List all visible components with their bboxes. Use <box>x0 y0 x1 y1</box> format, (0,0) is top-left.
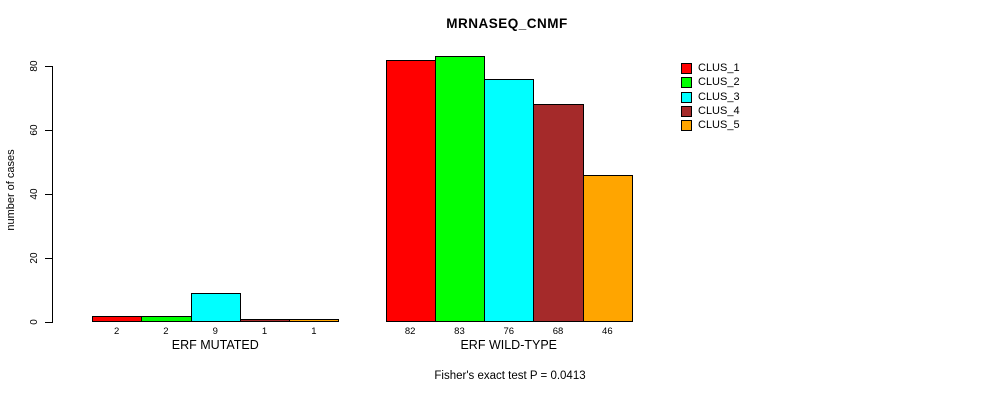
bar-value-label: 2 <box>163 326 169 337</box>
legend-label: CLUS_3 <box>698 90 740 103</box>
y-tick-label: 60 <box>28 124 40 136</box>
legend-swatch <box>681 105 692 117</box>
legend-swatch <box>681 91 692 103</box>
legend-label: CLUS_4 <box>698 104 740 117</box>
y-tick <box>45 194 52 195</box>
y-tick-label: 0 <box>28 319 40 325</box>
group-label: ERF MUTATED <box>171 338 259 352</box>
bar <box>385 60 436 322</box>
bar-value-label: 9 <box>212 326 218 337</box>
y-axis-label: number of cases <box>5 149 17 231</box>
chart-title: MRNASEQ_CNMF <box>446 16 568 31</box>
y-tick <box>45 322 52 323</box>
y-axis-line <box>52 66 53 323</box>
group-label: ERF WILD-TYPE <box>460 338 558 352</box>
bar-value-label: 68 <box>552 326 564 337</box>
y-tick-label: 80 <box>28 60 40 72</box>
y-tick <box>45 130 52 131</box>
bar-value-label: 1 <box>261 326 268 337</box>
bar <box>289 319 340 322</box>
bar <box>190 293 241 322</box>
bar-value-label: 1 <box>311 326 317 337</box>
footer-annotation: Fisher's exact test P = 0.0413 <box>434 370 586 382</box>
legend-label: CLUS_5 <box>698 119 740 132</box>
legend-label: CLUS_1 <box>698 62 740 74</box>
bar <box>434 56 486 322</box>
legend-swatch <box>681 77 692 89</box>
bar <box>533 104 584 322</box>
legend-label: CLUS_2 <box>698 76 740 89</box>
bar <box>141 316 192 322</box>
bar-value-label: 46 <box>602 326 613 337</box>
legend-swatch <box>681 63 692 74</box>
bar-value-label: 2 <box>114 326 120 337</box>
legend-swatch <box>681 120 692 132</box>
bar <box>484 79 535 322</box>
bar-value-label: 83 <box>454 326 465 337</box>
bar <box>582 175 633 322</box>
y-tick-label: 40 <box>28 188 40 200</box>
bar-value-label: 82 <box>404 326 416 337</box>
y-tick <box>45 66 52 67</box>
y-tick-label: 20 <box>28 252 40 264</box>
bar <box>92 316 143 322</box>
y-tick <box>45 258 52 259</box>
bar <box>239 319 291 322</box>
bar-value-label: 76 <box>503 326 515 337</box>
